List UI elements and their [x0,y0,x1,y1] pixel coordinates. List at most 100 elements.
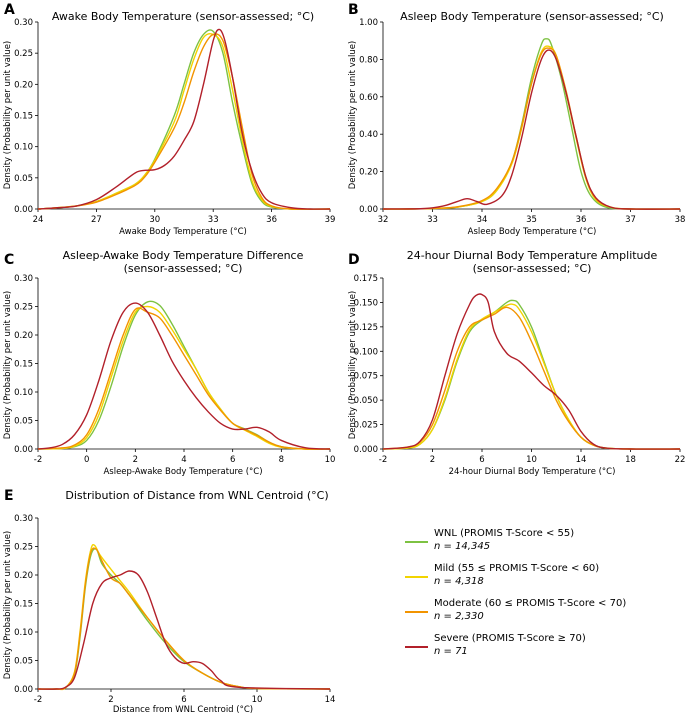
panel-d-ytick-label: 0.075 [354,372,378,382]
panel-b-series-mild [382,45,681,210]
panel-e-series-moderate [37,547,331,691]
panel-d-ytick-label: 0.025 [354,421,378,431]
panel-a-title: Awake Body Temperature (sensor-assessed;… [52,10,314,23]
panel-b-ytick-label: 1.00 [359,18,378,28]
panel-b-series-wnl [382,38,681,210]
panel-d-series-wnl [382,299,681,450]
panel-d-ytick-label: 0.175 [354,274,378,284]
panel-c-xtick-label: 2 [133,455,138,465]
panel-b: B Asleep Body Temperature (sensor-assess… [348,2,685,237]
panel-c-ytick-label: 0.05 [14,417,33,427]
panel-c-xtick-label: 8 [279,455,284,465]
panel-b-ytick-label: 0.40 [359,130,378,140]
panel-b-series-severe [382,49,681,210]
panel-c-ytick-label: 0.00 [14,445,33,455]
panel-d-xtick-label: 2 [430,455,435,465]
panel-d-ytick-label: 0.000 [354,445,378,455]
panel-e-xtick-label: 6 [181,695,186,705]
panel-c-xtick-label: 6 [230,455,235,465]
panel-a-series-mild [37,32,331,210]
panel-d-ytick-label: 0.125 [354,323,378,333]
panel-d: D 24-hour Diurnal Body Temperature Ampli… [348,249,685,477]
panel-c-ytick-label: 0.15 [14,360,33,370]
legend-severe-label: Severe (PROMIS T-Score ≥ 70) [434,633,586,644]
panel-a-ytick-label: 0.10 [14,143,33,153]
panel-b-ytick-label: 0.80 [359,55,378,65]
panel-d-letter: D [348,252,360,268]
panel-d-xtick-label: 18 [625,455,636,465]
legend-mild-label: Mild (55 ≤ PROMIS T-Score < 60) [434,563,599,574]
panel-d-xtick-label: 10 [526,455,537,465]
panel-e-ylabel: Density (Probability per unit value) [3,531,13,680]
panel-b-xtick-label: 38 [675,215,685,225]
panel-a-ytick-label: 0.00 [14,205,33,215]
panel-e-ytick-label: 0.05 [14,657,33,667]
panel-a-xtick-label: 39 [325,215,336,225]
panel-e-ytick-label: 0.10 [14,628,33,638]
panel-b-ylabel: Density (Probability per unit value) [348,41,358,190]
panel-a-series-wnl [37,29,331,210]
panel-c: C Asleep-Awake Body Temperature Differen… [3,249,335,477]
panel-d-ytick-label: 0.050 [354,396,378,406]
panel-a-series-moderate [37,33,331,210]
panel-a: A Awake Body Temperature (sensor-assesse… [3,2,335,237]
legend-wnl-n: n = 14,345 [434,541,490,552]
panel-d-ytick-label: 0.100 [354,347,378,357]
panel-b-ytick-label: 0.60 [359,93,378,103]
panel-c-xtick-label: 10 [325,455,336,465]
panel-d-xtick-label: 14 [576,455,587,465]
panel-b-letter: B [348,2,359,18]
panel-c-ytick-label: 0.30 [14,274,33,284]
legend-moderate-n: n = 2,330 [434,611,484,622]
panel-c-series-severe [37,302,331,450]
panel-e-letter: E [4,488,14,504]
panel-d-xtick-label: 22 [675,455,685,465]
panel-d-title-line1: 24-hour Diurnal Body Temperature Amplitu… [407,249,658,262]
panel-e-xtick-label: 10 [252,695,263,705]
panel-b-xtick-label: 36 [576,215,587,225]
panel-d-ytick-label: 0.150 [354,298,378,308]
panel-e-xtick-label: 2 [108,695,113,705]
legend-severe-n: n = 71 [434,646,468,657]
panel-a-xlabel: Awake Body Temperature (°C) [119,227,247,237]
panel-c-title-line1: Asleep-Awake Body Temperature Difference [63,249,304,262]
panel-a-ylabel: Density (Probability per unit value) [3,41,13,190]
panel-d-series-severe [382,293,681,450]
panel-b-xtick-label: 32 [378,215,389,225]
panel-c-xtick-label: 4 [181,455,186,465]
panel-b-ytick-label: 0.20 [359,168,378,178]
panel-e-series-severe [37,570,331,690]
legend: WNL (PROMIS T-Score < 55) n = 14,345 Mil… [405,528,626,657]
panel-a-letter: A [4,2,15,18]
panel-c-ytick-label: 0.10 [14,388,33,398]
panel-e-xlabel: Distance from WNL Centroid (°C) [113,705,253,715]
panel-c-letter: C [4,252,14,268]
panel-e-ytick-label: 0.25 [14,543,33,553]
panel-b-xtick-label: 34 [477,215,488,225]
panel-a-xtick-label: 24 [33,215,44,225]
panel-b-title: Asleep Body Temperature (sensor-assessed… [400,10,664,23]
panel-d-xtick-label: 6 [479,455,484,465]
panel-c-ylabel: Density (Probability per unit value) [3,291,13,440]
panel-c-series-wnl [37,300,331,450]
panel-d-xtick-label: -2 [379,455,387,465]
panel-a-xtick-label: 27 [91,215,102,225]
panel-c-xlabel: Asleep-Awake Body Temperature (°C) [103,467,262,477]
panel-a-xtick-label: 36 [266,215,277,225]
panel-a-ytick-label: 0.05 [14,174,33,184]
panel-e-ytick-label: 0.00 [14,685,33,695]
legend-moderate-label: Moderate (60 ≤ PROMIS T-Score < 70) [434,598,626,609]
panel-e-xtick-label: 14 [325,695,336,705]
panel-a-ytick-label: 0.30 [14,18,33,28]
legend-wnl-label: WNL (PROMIS T-Score < 55) [434,528,574,539]
panel-b-xtick-label: 37 [625,215,636,225]
legend-mild-n: n = 4,318 [434,576,484,587]
panel-e-ytick-label: 0.30 [14,514,33,524]
panel-a-xtick-label: 30 [149,215,160,225]
panel-b-xlabel: Asleep Body Temperature (°C) [468,227,597,237]
panel-c-xtick-label: -2 [34,455,42,465]
panel-c-title-line2: (sensor-assessed; °C) [124,262,243,275]
panel-a-ytick-label: 0.20 [14,80,33,90]
panel-a-series-severe [37,28,331,210]
panel-e: E Distribution of Distance from WNL Cent… [3,488,335,715]
